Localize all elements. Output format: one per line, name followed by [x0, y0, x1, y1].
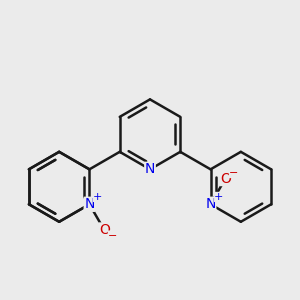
Text: +: + — [214, 192, 224, 202]
Text: −: − — [229, 168, 238, 178]
Text: −: − — [108, 230, 117, 241]
Text: N: N — [206, 197, 216, 211]
Text: +: + — [93, 192, 102, 202]
Text: N: N — [84, 197, 94, 211]
Text: O: O — [99, 223, 110, 237]
Text: N: N — [145, 162, 155, 176]
Text: O: O — [220, 172, 231, 185]
